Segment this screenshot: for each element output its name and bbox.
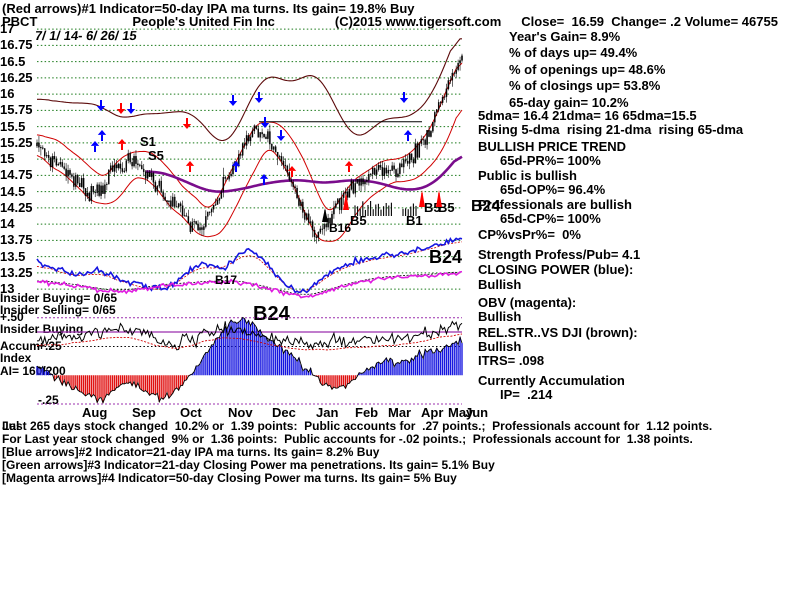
svg-text:B16: B16 [329, 221, 351, 235]
svg-text:B24: B24 [471, 198, 500, 215]
svg-text:B24: B24 [253, 303, 291, 325]
svg-text:S5: S5 [148, 148, 164, 163]
svg-text:B17: B17 [215, 273, 237, 287]
svg-text:S1: S1 [140, 134, 156, 149]
svg-text:B24: B24 [429, 247, 462, 267]
svg-text:B5: B5 [350, 213, 367, 228]
svg-text:7/ 1/ 14- 6/ 26/ 15: 7/ 1/ 14- 6/ 26/ 15 [34, 28, 138, 43]
